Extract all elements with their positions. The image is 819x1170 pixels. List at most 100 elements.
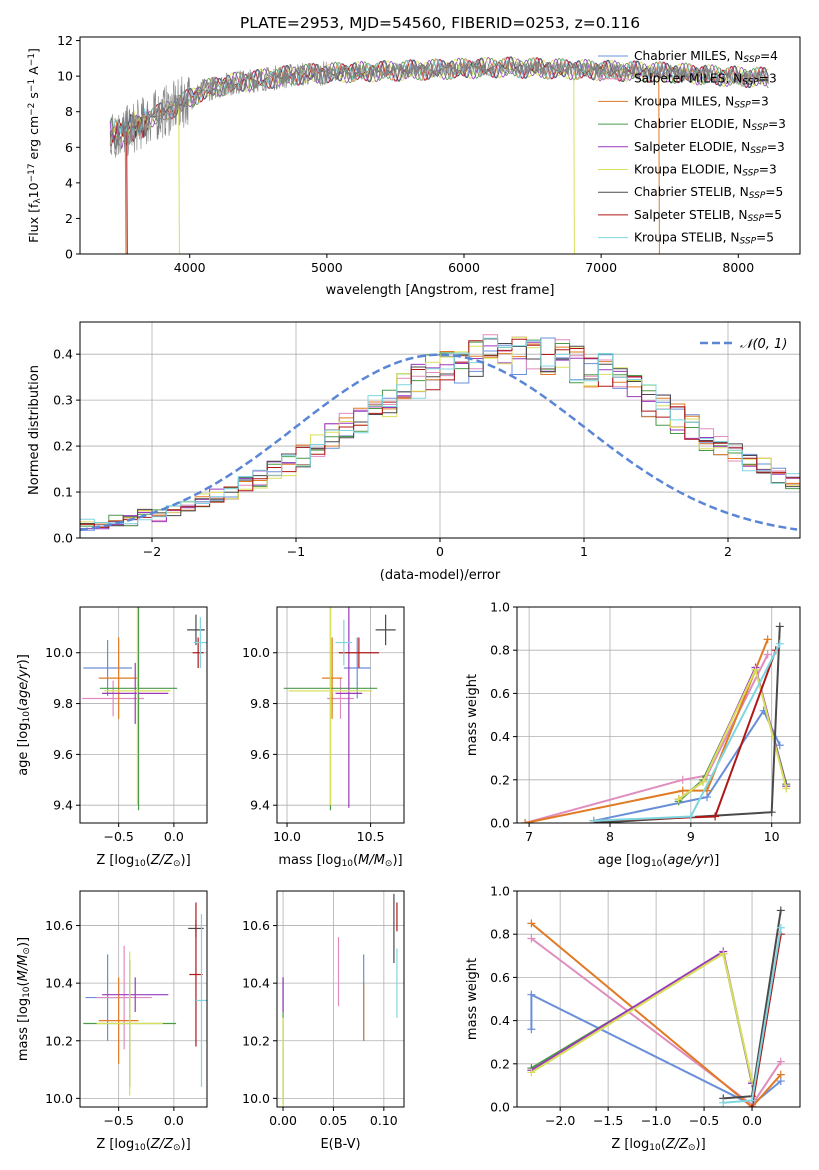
y-tick-label: 10 — [57, 69, 73, 84]
weight-marker — [776, 1070, 785, 1079]
plot-area — [82, 607, 207, 811]
model-drop — [124, 131, 127, 254]
plot-area — [521, 622, 791, 823]
chart-spectrum: 4000 5000 6000 7000 8000 0 2 4 6 8 10 12 wavelength … — [26, 33, 801, 298]
legend-label: Chabrier STELIB, NSSP=5 — [634, 185, 783, 201]
y-tick-label: 0.8 — [490, 927, 510, 942]
weight-marker — [776, 1057, 785, 1066]
x-tick-label: −0.5 — [689, 1113, 719, 1128]
histogram-5 — [80, 336, 800, 528]
x-tick-label: −2 — [143, 544, 161, 559]
x-tick-label: 10 — [764, 829, 780, 844]
histogram-6 — [80, 338, 800, 528]
y-tick-label: 0.2 — [490, 1056, 510, 1071]
weight-marker — [719, 949, 728, 958]
plot-area — [527, 906, 785, 1107]
axes-frame — [79, 890, 208, 1108]
weight-line — [524, 639, 769, 823]
x-tick-label: 0.05 — [320, 1113, 348, 1128]
x-axis-label: E(B-V) — [320, 1137, 360, 1152]
y-tick-label: 0.4 — [490, 729, 510, 744]
legend-label: 𝒩(0, 1) — [740, 337, 787, 352]
chart-residuals: −2 −1 0 1 2 0.0 0.1 0.2 0.3 0.4 𝒩(0, 1) (data-model… — [27, 321, 801, 583]
y-tick-label: 9.6 — [250, 747, 270, 762]
axes-frame — [79, 36, 801, 255]
weight-marker — [782, 784, 791, 793]
legend-label: Chabrier ELODIE, NSSP=3 — [634, 117, 786, 133]
y-tick-label: 9.4 — [250, 798, 270, 813]
chart-age_vs_mass: 10.0 10.5 9.4 9.6 9.8 10.0 mass [log10(M/M⊙)] — [242, 606, 405, 869]
y-tick-label: 10.4 — [45, 976, 73, 991]
chart-age_vs_Z: −0.5 0.0 9.4 9.6 9.8 10.0 Z [log10(Z/Z⊙)] age [… — [16, 606, 208, 869]
y-axis-label: mass weight — [465, 958, 480, 1040]
legend-label: Kroupa STELIB, NSSP=5 — [634, 231, 774, 247]
x-tick-label: 0.0 — [164, 829, 184, 844]
chart-mw_vs_age: 7 8 9 10 0.0 0.2 0.4 0.6 0.8 1.0 age [log10(age/yr… — [465, 600, 801, 869]
y-axis-label: mass [log10(M/M⊙)] — [16, 937, 32, 1061]
y-tick-label: 9.4 — [53, 798, 73, 813]
figure-title: PLATE=2953, MJD=54560, FIBERID=0253, z=0… — [240, 14, 640, 32]
x-tick-label: 1 — [580, 544, 588, 559]
weight-marker — [686, 812, 695, 821]
x-tick-label: 4000 — [174, 260, 206, 275]
normal-curve — [80, 353, 798, 532]
weight-marker — [527, 1068, 536, 1077]
x-tick-label: 2 — [724, 544, 732, 559]
x-tick-label: 8 — [606, 829, 614, 844]
x-tick-label: 7 — [525, 829, 533, 844]
y-tick-label: 0.2 — [53, 439, 73, 454]
x-axis-label: Z [log10(Z/Z⊙)] — [96, 853, 190, 869]
x-tick-label: 0.10 — [370, 1113, 398, 1128]
model-drop — [658, 72, 660, 254]
weight-marker — [775, 741, 784, 750]
model-drop — [178, 104, 180, 254]
x-tick-label: −1.0 — [641, 1113, 671, 1128]
axes-frame — [276, 606, 405, 824]
x-tick-label: 6000 — [448, 260, 480, 275]
y-axis-label: age [log10(age/yr)] — [16, 654, 32, 776]
histogram-8 — [80, 337, 800, 525]
y-tick-label: 8 — [65, 104, 73, 119]
axes-frame — [516, 606, 801, 824]
weight-marker — [751, 665, 760, 674]
chart-mass_vs_ebv: 0.00 0.05 0.10 10.0 10.2 10.4 10.6 E(B-V) — [242, 890, 405, 1152]
x-tick-label: 0.0 — [742, 1113, 762, 1128]
x-tick-label: 10.0 — [273, 829, 301, 844]
y-tick-label: 6 — [65, 140, 73, 155]
x-tick-label: 9 — [687, 829, 695, 844]
x-tick-label: 0.00 — [269, 1113, 297, 1128]
x-tick-label: −1 — [287, 544, 305, 559]
y-tick-label: 10.0 — [242, 1091, 270, 1106]
weight-marker — [711, 812, 720, 821]
y-axis-label: Normed distribution — [27, 365, 42, 495]
weight-marker — [589, 816, 598, 823]
y-tick-label: 9.8 — [250, 696, 270, 711]
y-axis-label: Flux [fλ10−17 erg cm−2 s−1 A−1] — [26, 48, 43, 243]
x-tick-label: −1.5 — [593, 1113, 623, 1128]
weight-marker — [763, 635, 772, 644]
y-tick-label: 0.0 — [490, 1100, 510, 1115]
x-tick-label: 10.5 — [357, 829, 385, 844]
y-tick-label: 0.4 — [53, 347, 73, 362]
x-tick-label: 8000 — [722, 260, 754, 275]
weight-line — [530, 922, 782, 1107]
legend-label: Chabrier MILES, NSSP=4 — [634, 49, 778, 65]
x-axis-label: (data-model)/error — [380, 568, 501, 583]
y-tick-label: 0.0 — [490, 816, 510, 831]
axes-frame — [276, 890, 405, 1108]
weight-marker — [678, 775, 687, 784]
data-spectrum — [109, 59, 769, 158]
weight-marker — [527, 1025, 536, 1034]
y-tick-label: 10.4 — [242, 976, 270, 991]
model-drop — [573, 69, 575, 254]
y-tick-label: 9.6 — [53, 747, 73, 762]
x-tick-label: 0.0 — [164, 1113, 184, 1128]
weight-line — [593, 708, 781, 822]
y-tick-label: 0.4 — [490, 1013, 510, 1028]
histogram-7 — [80, 338, 800, 528]
y-tick-label: 0.8 — [490, 643, 510, 658]
legend-label: Salpeter ELODIE, NSSP=3 — [634, 140, 785, 156]
y-tick-label: 1.0 — [490, 600, 510, 615]
legend-label: Kroupa ELODIE, NSSP=3 — [634, 163, 777, 179]
